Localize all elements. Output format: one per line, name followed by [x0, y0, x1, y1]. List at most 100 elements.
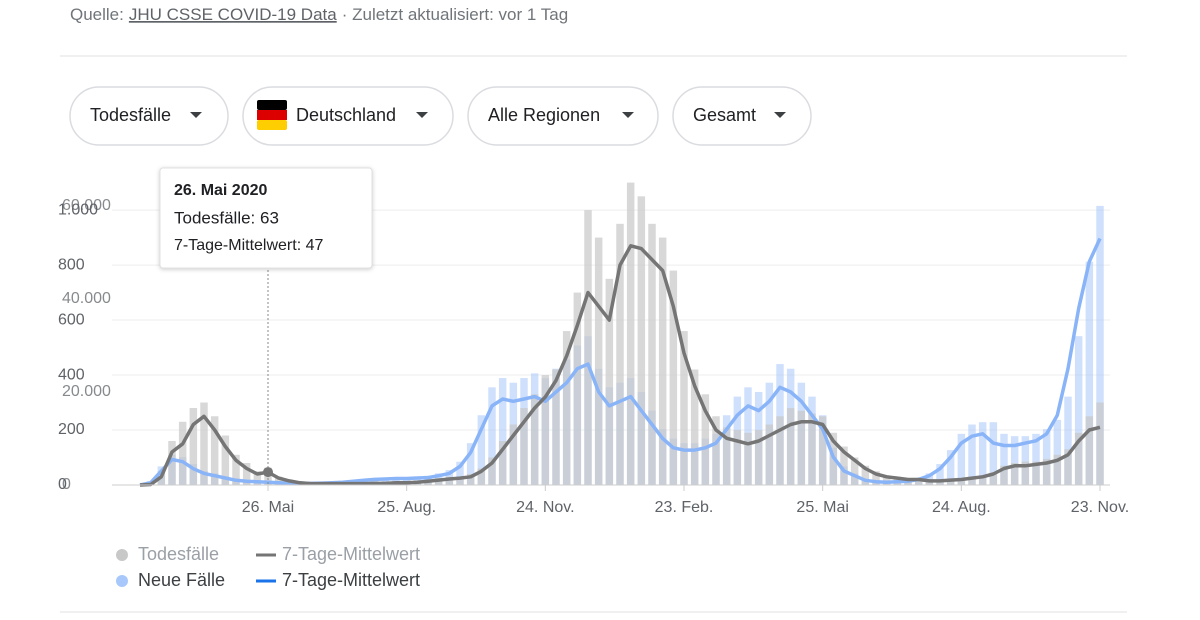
bar [936, 464, 944, 485]
tooltip-box [159, 167, 373, 269]
bar [1010, 463, 1019, 485]
filter-label[interactable]: Alle Regionen [488, 105, 600, 125]
bar [946, 450, 955, 485]
legend-label: Todesfälle [138, 544, 219, 564]
bar [178, 421, 187, 485]
bar [509, 424, 518, 485]
filter-pill[interactable] [467, 86, 659, 146]
dropdown-arrow [622, 112, 634, 118]
y-tick-label: 1.000 [58, 201, 98, 218]
bar [1074, 336, 1083, 485]
filter[interactable]: Alle Regionen [467, 86, 659, 146]
bar [989, 472, 998, 485]
bar [488, 387, 496, 485]
bar [477, 468, 486, 485]
filter-pill[interactable] [242, 86, 454, 146]
source-line: Quelle: JHU CSSE COVID-19 Data · Zuletzt a… [70, 5, 568, 24]
bar [1096, 205, 1104, 485]
bar [562, 331, 571, 485]
source-link[interactable]: JHU CSSE COVID-19 Data [129, 5, 337, 24]
y2-tick-label: 60.000 [62, 197, 111, 214]
bar [978, 475, 987, 485]
filter-label[interactable]: Todesfälle [90, 105, 171, 125]
bar [776, 416, 784, 485]
bar [744, 432, 752, 485]
bar [1064, 449, 1072, 485]
bar [1085, 416, 1094, 485]
bar [1074, 432, 1083, 485]
legend-label: 7-Tage-Mittelwert [282, 544, 420, 564]
bar [808, 413, 816, 485]
bar [1021, 436, 1030, 485]
bar [1010, 436, 1019, 485]
legend-swatch [116, 575, 128, 587]
bar [733, 430, 742, 485]
bar [466, 474, 475, 485]
bar [786, 408, 795, 485]
bar [477, 415, 486, 485]
bar [221, 435, 230, 485]
bar [882, 475, 891, 485]
filter-label[interactable]: Deutschland [296, 105, 396, 125]
updated: · Zuletzt aktualisiert: vor 1 Tag [342, 5, 568, 24]
bar [210, 416, 219, 485]
y-tick-label: 0 [58, 476, 67, 493]
bar [818, 416, 827, 485]
dropdown-arrow [416, 112, 428, 118]
bar [552, 369, 560, 485]
bar [616, 223, 624, 486]
filter[interactable]: Todesfälle [69, 86, 229, 146]
filter-pill[interactable] [69, 86, 229, 146]
bar [456, 478, 464, 485]
plot: 0 200 400 600 800 1.000 0 20.000 40.000 60.000 26.… [58, 167, 1129, 590]
bar [669, 270, 678, 485]
bar [498, 378, 507, 485]
y2-tick-label: 20.000 [62, 383, 111, 400]
bar [1042, 429, 1051, 485]
y-tick-label: 200 [58, 421, 85, 438]
bar [978, 422, 987, 485]
bar [765, 424, 774, 485]
tooltip-line: Todesfälle: 63 [174, 208, 279, 227]
bar [957, 433, 966, 485]
filter[interactable]: Gesamt [672, 86, 812, 146]
bar [381, 478, 390, 485]
bar [648, 223, 656, 486]
legend-label: Neue Fälle [138, 570, 225, 590]
bar [232, 454, 240, 485]
x-tick-label: 24. Nov. [516, 499, 574, 516]
bar [722, 427, 731, 485]
bar [1021, 461, 1030, 485]
bar [594, 237, 603, 485]
bar [488, 457, 496, 485]
tooltip-line: 7-Tage-Mittelwert: 47 [174, 237, 323, 254]
bar [456, 461, 464, 485]
filter[interactable]: Deutschland [242, 86, 454, 146]
bar [968, 424, 976, 485]
bar [797, 410, 806, 485]
bar [850, 457, 859, 485]
y2-tick-label: 40.000 [62, 290, 111, 307]
bar [466, 443, 475, 485]
bar [1085, 261, 1094, 485]
bar [1053, 419, 1062, 485]
x-tick-label: 25. Mai [796, 499, 848, 516]
bar [946, 479, 955, 485]
bar [712, 416, 720, 485]
bar [584, 210, 592, 485]
bar [1042, 458, 1051, 485]
filter-label[interactable]: Gesamt [693, 105, 756, 125]
bar [861, 465, 870, 485]
bar [637, 196, 646, 485]
source-prefix: Quelle: [70, 5, 124, 24]
hover-point [263, 467, 273, 478]
bar [626, 182, 635, 486]
bar [968, 476, 976, 485]
x-tick-label: 25. Aug. [377, 499, 436, 516]
y-tick-label: 600 [58, 311, 85, 328]
filter-pill[interactable] [672, 86, 812, 146]
bar [445, 476, 454, 485]
bar [274, 476, 283, 485]
bar [872, 471, 880, 485]
bar [605, 278, 614, 485]
